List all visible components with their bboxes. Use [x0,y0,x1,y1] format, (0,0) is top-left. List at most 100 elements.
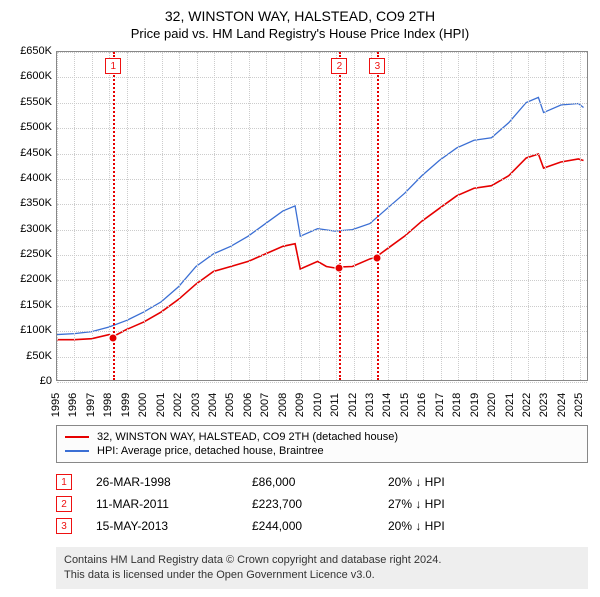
x-tick-label: 2012 [347,393,359,417]
x-tick-label: 2007 [259,393,271,417]
sale-event-badge: 3 [369,58,385,74]
gridline-v [249,52,250,380]
x-tick-label: 2001 [155,393,167,417]
x-tick-label: 2017 [434,393,446,417]
gridline-v [284,52,285,380]
gridline-v [458,52,459,380]
x-tick-label: 2005 [224,393,236,417]
gridline-h [57,280,587,281]
x-tick-label: 1996 [67,393,79,417]
gridline-v [197,52,198,380]
gridline-h [57,179,587,180]
gridline-v [179,52,180,380]
event-row: 2 11-MAR-2011 £223,700 27% ↓ HPI [56,493,588,515]
gridline-v [580,52,581,380]
gridline-v [319,52,320,380]
event-hpi-delta: 27% ↓ HPI [388,497,508,511]
y-tick-label: £100K [8,324,52,336]
gridline-v [563,52,564,380]
event-hpi-delta: 20% ↓ HPI [388,519,508,533]
x-tick-label: 1999 [120,393,132,417]
gridline-h [57,52,587,53]
event-row: 126-MAR-1998£86,00020% ↓ HPI [56,471,588,493]
sale-event-badge: 2 [331,58,347,74]
gridline-h [57,128,587,129]
y-tick-label: £600K [8,70,52,82]
gridline-v [388,52,389,380]
y-tick-label: £650K [8,45,52,57]
x-tick-label: 2019 [469,393,481,417]
title-block: 32, WINSTON WAY, HALSTEAD, CO9 2TH Price… [8,8,592,41]
x-tick-label: 2015 [399,393,411,417]
gridline-v [231,52,232,380]
gridline-v [109,52,110,380]
sales-events-table: 126-MAR-1998£86,00020% ↓ HPI211-MAR-2011… [56,471,588,537]
event-price: £223,700 [252,497,372,511]
legend-label: 32, WINSTON WAY, HALSTEAD, CO9 2TH (deta… [97,431,398,443]
gridline-v [493,52,494,380]
x-tick-label: 2010 [312,393,324,417]
event-price: £86,000 [252,475,372,489]
gridline-v [511,52,512,380]
sale-marker-dot [373,254,382,263]
x-tick-label: 2013 [364,393,376,417]
footer-line2: This data is licensed under the Open Gov… [64,568,580,583]
gridline-h [57,255,587,256]
gridline-h [57,204,587,205]
event-row: 315-MAY-2013£244,00020% ↓ HPI [56,515,588,537]
gridline-v [371,52,372,380]
gridline-v [528,52,529,380]
x-tick-label: 2003 [190,393,202,417]
x-tick-label: 2016 [416,393,428,417]
sale-marker-dot [335,264,344,273]
gridline-v [266,52,267,380]
gridline-v [476,52,477,380]
y-tick-label: £300K [8,223,52,235]
event-price: £244,000 [252,519,372,533]
legend-row: 32, WINSTON WAY, HALSTEAD, CO9 2TH (deta… [65,430,579,444]
event-badge-small: 2 [56,496,72,512]
series-line [57,97,584,334]
gridline-v [354,52,355,380]
plot-area: 1 2 3 [56,51,588,381]
gridline-v [92,52,93,380]
gridline-v [57,52,58,380]
x-tick-label: 2008 [277,393,289,417]
y-tick-label: £250K [8,248,52,260]
sale-event-line [377,52,379,380]
gridline-h [57,382,587,383]
gridline-h [57,306,587,307]
gridline-v [406,52,407,380]
x-tick-label: 1997 [85,393,97,417]
x-tick-label: 2006 [242,393,254,417]
x-tick-label: 1995 [50,393,62,417]
y-tick-label: £150K [8,299,52,311]
gridline-v [336,52,337,380]
gridline-v [545,52,546,380]
legend-swatch [65,450,89,452]
gridline-v [127,52,128,380]
y-tick-label: £400K [8,172,52,184]
event-date: 15-MAY-2013 [96,519,236,533]
gridline-h [57,154,587,155]
x-tick-label: 2021 [504,393,516,417]
footer-attribution: Contains HM Land Registry data © Crown c… [56,547,588,589]
gridline-v [162,52,163,380]
x-tick-label: 2018 [451,393,463,417]
gridline-h [57,230,587,231]
gridline-v [301,52,302,380]
x-tick-label: 2022 [521,393,533,417]
y-tick-label: £450K [8,147,52,159]
event-date: 11-MAR-2011 [96,497,236,511]
sale-event-line [339,52,341,380]
event-badge-small: 1 [56,474,72,490]
y-tick-label: £550K [8,96,52,108]
x-tick-label: 2025 [573,393,585,417]
event-hpi-delta: 20% ↓ HPI [388,475,508,489]
title-sub: Price paid vs. HM Land Registry's House … [8,26,592,41]
legend-row: HPI: Average price, detached house, Brai… [65,444,579,458]
x-tick-label: 2024 [556,393,568,417]
gridline-v [423,52,424,380]
sale-event-badge: 1 [105,58,121,74]
gridline-v [144,52,145,380]
